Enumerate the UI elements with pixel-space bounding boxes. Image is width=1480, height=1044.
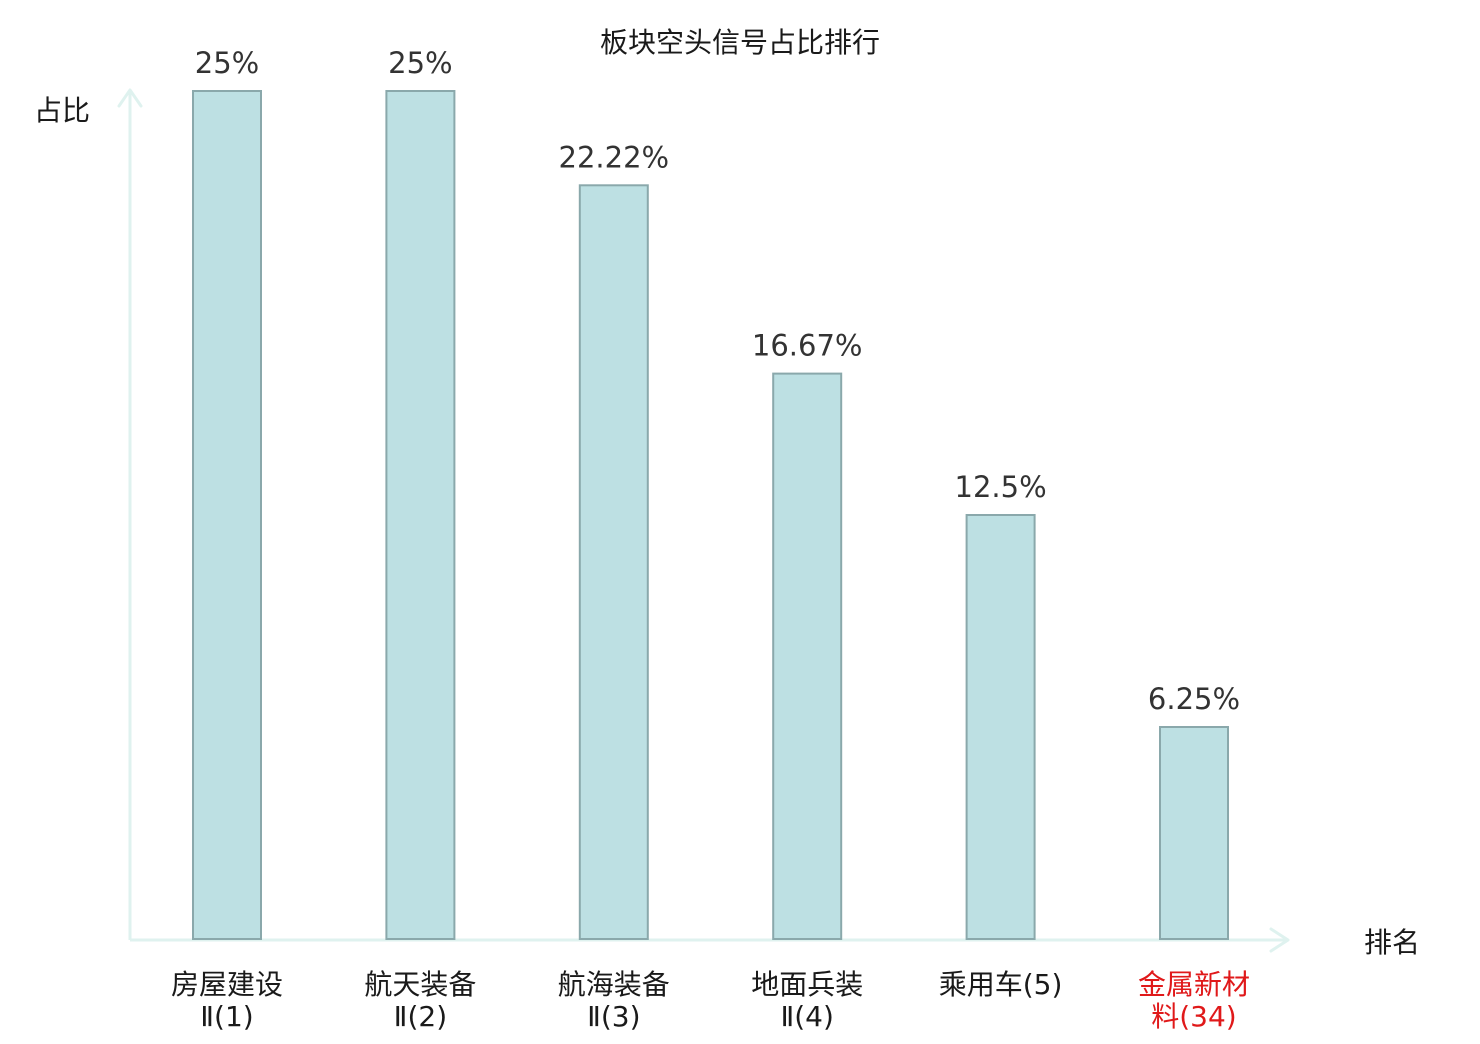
x-axis-label: 排名 xyxy=(1364,926,1420,959)
category-label-5-line-1: 乘用车(5) xyxy=(939,968,1063,1001)
category-label-2-line-1: 航天装备 xyxy=(364,968,476,1001)
category-label-4-line-1: 地面兵装 xyxy=(751,968,863,1001)
bar-4 xyxy=(772,372,843,941)
y-axis-label: 占比 xyxy=(34,94,90,127)
y-axis xyxy=(117,88,143,940)
value-label-3: 22.22% xyxy=(559,140,670,174)
value-label-6: 6.25% xyxy=(1148,682,1240,716)
bar-3 xyxy=(578,184,649,941)
category-label-6-line-1: 金属新材 xyxy=(1138,968,1250,1001)
value-label-1: 25% xyxy=(195,46,259,80)
category-label-2-line-2: Ⅱ(2) xyxy=(394,1000,447,1033)
bar-5 xyxy=(965,514,1036,940)
category-label-6-line-2: 料(34) xyxy=(1151,1000,1236,1033)
bar-1 xyxy=(192,90,262,940)
category-label-4-line-2: Ⅱ(4) xyxy=(780,1000,833,1033)
value-label-2: 25% xyxy=(388,46,452,80)
bar-6 xyxy=(1159,726,1229,940)
bars-group xyxy=(192,90,1229,941)
x-axis xyxy=(130,927,1290,953)
bar-2 xyxy=(385,90,456,940)
value-label-4: 16.67% xyxy=(752,329,863,363)
value-label-5: 12.5% xyxy=(955,470,1047,504)
category-label-1-line-1: 房屋建设 xyxy=(171,968,283,1001)
category-label-1-line-2: Ⅱ(1) xyxy=(200,1000,253,1033)
chart-title: 板块空头信号占比排行 xyxy=(600,26,880,59)
category-label-3-line-1: 航海装备 xyxy=(558,968,670,1001)
value-labels-group: 25% 25% 22.22% 16.67% 12.5% 6.25% xyxy=(195,46,1240,716)
category-label-3-line-2: Ⅱ(3) xyxy=(587,1000,640,1033)
